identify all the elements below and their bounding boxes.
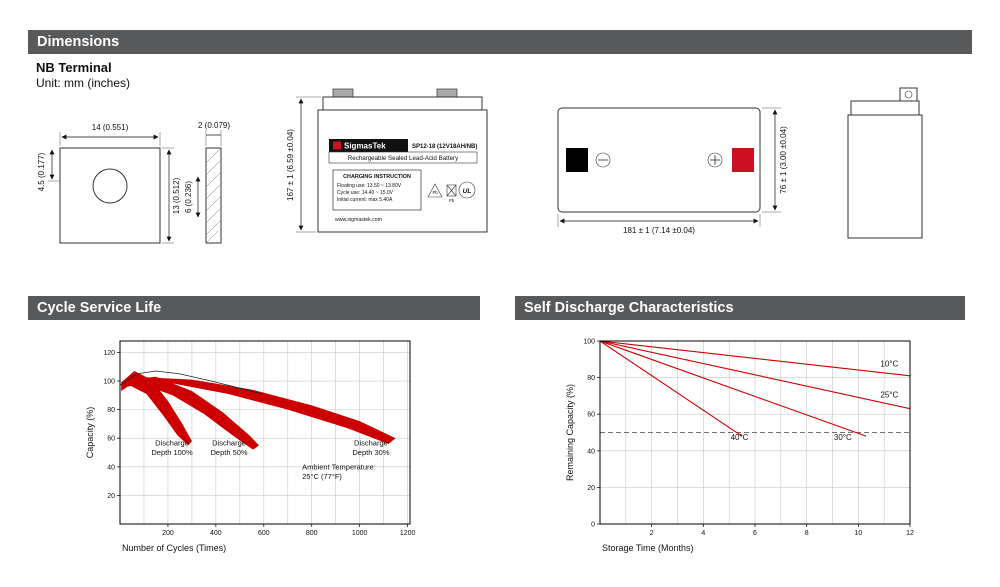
charging-line-1: Floating use: 13.50 ~ 13.80V: [337, 183, 402, 189]
dimension-drawings: 14 (0.551) 4.5 (0.177) 13 (0.512) 2 (0.0…: [37, 87, 923, 244]
plot-border: [119, 340, 411, 525]
self-discharge-chart: 10°C 25°C 30°C 40°C 2 4 6 8 10 12 0 20 40 60 80 100 Stor…: [565, 339, 914, 554]
chart-annotation: Discharge Depth 30%: [352, 438, 389, 457]
series-line: [599, 340, 867, 437]
model-number: SP12-18 (12V18AH/NB): [412, 144, 477, 150]
minus-symbol-icon: [595, 152, 611, 168]
pb-recycle-icon: Pb: [427, 183, 443, 198]
x-tick-label: 6: [753, 530, 757, 537]
battery-depth-dim: 76 ± 1 (3.00 ±0.04): [779, 126, 788, 194]
negative-terminal: [566, 148, 588, 172]
side-terminal-icon: [904, 90, 913, 99]
charging-line-2: Cycle use: 14.40 ~ 15.0V: [337, 190, 394, 196]
x-tick-label: 200: [162, 530, 174, 537]
series-line: [599, 340, 743, 437]
battery-front-view: SigmasTek SP12-18 (12V18AH/NB) Rechargea…: [286, 88, 488, 233]
chart-annotation: Ambient Temperature: 25°C (77°F): [302, 463, 376, 482]
discharge-band: [127, 376, 260, 450]
y-tick-label: 80: [107, 407, 115, 414]
y-axis-label: Remaining Capacity (%): [565, 384, 575, 481]
x-axis-label: Storage Time (Months): [602, 543, 694, 553]
terminal-hole-offset-dim: 4.5 (0.177): [37, 152, 46, 191]
y-tick-label: 100: [103, 379, 115, 386]
section-title: Cycle Service Life: [37, 300, 162, 316]
section-header-dimensions: Dimensions: [28, 30, 972, 54]
y-tick-label: 100: [583, 339, 595, 346]
y-tick-label: 60: [107, 436, 115, 443]
website-text: www.sigmastek.com: [335, 217, 382, 223]
terminal-width-dim: 14 (0.551): [92, 123, 129, 132]
y-axis-label: Capacity (%): [85, 407, 95, 459]
y-tick-label: 0: [591, 522, 595, 529]
series-label: 30°C: [834, 433, 852, 442]
y-tick-label: 20: [107, 493, 115, 500]
x-tick-label: 600: [258, 530, 270, 537]
brand-logo-icon: [333, 141, 341, 150]
y-tick-label: 20: [587, 485, 595, 492]
x-tick-label: 8: [805, 530, 809, 537]
unit-note: Unit: mm (inches): [36, 76, 131, 90]
y-tick-label: 60: [587, 412, 595, 419]
section-title: Dimensions: [37, 34, 120, 50]
terminal-side-view: 2 (0.079) 6 (0.236): [184, 121, 230, 244]
battery-subtitle: Rechargeable Sealed Lead-Acid Battery: [348, 155, 459, 162]
section-header-cycle-service-life: Cycle Service Life: [28, 296, 480, 320]
terminal-front-view: 14 (0.551) 4.5 (0.177) 13 (0.512): [37, 123, 181, 244]
front-terminal-right: [436, 88, 458, 98]
x-tick-label: 12: [906, 530, 914, 537]
y-tick-label: 40: [587, 448, 595, 455]
ul-text: UL: [463, 188, 472, 195]
charging-instruction-box: [332, 169, 422, 211]
pb-text: Pb: [449, 198, 455, 203]
terminal-hole: [92, 168, 128, 204]
front-terminal-left: [332, 88, 354, 98]
terminal-type-heading: NB Terminal: [36, 60, 112, 75]
terminal-depth-dim: 6 (0.236): [184, 181, 193, 213]
brand-name: SigmasTek: [344, 142, 386, 151]
label-brand-bar: [329, 139, 408, 152]
x-tick-label: 800: [306, 530, 318, 537]
x-tick-label: 1200: [400, 530, 416, 537]
chart-annotation: Discharge Depth 50%: [210, 438, 247, 457]
terminal-height-dim: 13 (0.512): [172, 177, 181, 214]
terminal-thickness-dim: 2 (0.079): [198, 121, 230, 130]
battery-side-view: [847, 87, 923, 239]
positive-terminal: [732, 148, 754, 172]
section-title: Self Discharge Characteristics: [524, 300, 734, 316]
discharge-band: [121, 371, 192, 446]
battery-width-dim: 181 ± 1 (7.14 ±0.04): [623, 226, 695, 235]
charging-line-3: Initial current: max 5.40A: [337, 197, 393, 203]
y-tick-label: 80: [587, 375, 595, 382]
x-tick-label: 2: [650, 530, 654, 537]
x-tick-label: 1000: [352, 530, 368, 537]
y-tick-label: 40: [107, 464, 115, 471]
x-tick-label: 4: [701, 530, 705, 537]
chart-annotation: Discharge Depth 100%: [151, 438, 193, 457]
x-axis-label: Number of Cycles (Times): [122, 543, 226, 553]
series-line: [599, 340, 911, 377]
pb-text: Pb: [432, 190, 438, 195]
cycle-service-life-chart: 200 400 600 800 1000 1200 20 40 60 80 100 120 Number…: [85, 340, 416, 553]
charging-title: CHARGING INSTRUCTION: [343, 174, 411, 180]
battery-top-view: 181 ± 1 (7.14 ±0.04) 76 ± 1 (3.00 ±0.04): [557, 107, 788, 235]
x-tick-label: 400: [210, 530, 222, 537]
series-label: 10°C: [880, 360, 898, 369]
series-line: [599, 340, 911, 410]
series-label: 40°C: [731, 433, 749, 442]
plus-symbol-icon: [707, 152, 723, 168]
section-header-self-discharge: Self Discharge Characteristics: [515, 296, 965, 320]
x-tick-label: 10: [854, 530, 862, 537]
series-label: 25°C: [880, 391, 898, 400]
battery-height-dim: 167 ± 1 (6.59 ±0.04): [286, 129, 295, 201]
pb-no-disposal-icon: Pb: [446, 184, 457, 203]
y-tick-label: 120: [103, 350, 115, 357]
envelope-curve: [119, 370, 262, 395]
ul-mark-icon: UL: [458, 181, 476, 199]
